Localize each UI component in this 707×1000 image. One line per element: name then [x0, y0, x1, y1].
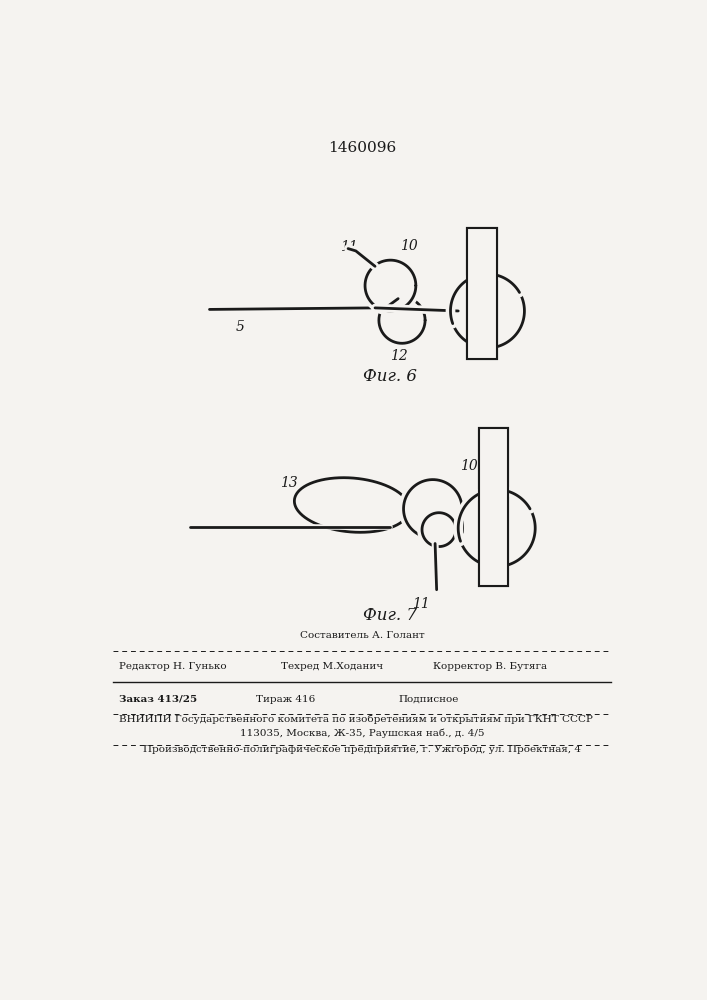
Text: 10: 10	[460, 460, 477, 474]
Ellipse shape	[365, 260, 416, 311]
Ellipse shape	[422, 513, 456, 547]
Text: Корректор В. Бутяга: Корректор В. Бутяга	[433, 662, 547, 671]
Text: Фиг. 7: Фиг. 7	[363, 607, 417, 624]
Ellipse shape	[404, 480, 462, 538]
Text: Подписное: Подписное	[398, 695, 459, 704]
Text: 11: 11	[340, 240, 358, 254]
Bar	[467, 228, 497, 359]
Bar	[467, 228, 497, 359]
Text: Тираж 416: Тираж 416	[256, 695, 315, 704]
Bar	[479, 428, 508, 586]
Text: Редактор Н. Гунько: Редактор Н. Гунько	[119, 662, 227, 671]
Text: Фиг. 6: Фиг. 6	[363, 368, 417, 385]
Text: Производственно-полиграфическое предприятие, г. Ужгород, ул. Проектная, 4: Производственно-полиграфическое предприя…	[143, 745, 581, 754]
Bar	[467, 270, 497, 352]
Text: Составитель А. Голант: Составитель А. Голант	[300, 631, 424, 640]
Text: 12: 12	[481, 546, 499, 560]
Text: 113035, Москва, Ж-35, Раушская наб., д. 4/5: 113035, Москва, Ж-35, Раушская наб., д. …	[240, 728, 484, 738]
Text: 5: 5	[236, 320, 245, 334]
Ellipse shape	[379, 297, 425, 343]
Text: 13: 13	[280, 476, 298, 490]
Text: ВНИИПИ Государственного комитета по изобретениям и открытиям при ГКНТ СССР: ВНИИПИ Государственного комитета по изоб…	[119, 714, 593, 724]
Text: 12: 12	[390, 349, 408, 363]
Text: 11: 11	[412, 597, 430, 611]
Text: Заказ 413/25: Заказ 413/25	[119, 695, 197, 704]
Polygon shape	[294, 478, 407, 532]
Bar	[479, 486, 508, 570]
Text: Техред М.Ходанич: Техред М.Ходанич	[281, 662, 383, 671]
Text: 10: 10	[400, 239, 419, 253]
Text: 1460096: 1460096	[328, 141, 396, 155]
Bar	[479, 428, 508, 586]
